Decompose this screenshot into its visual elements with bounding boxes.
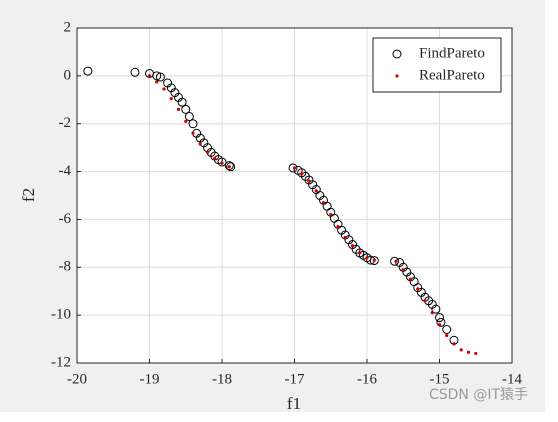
point <box>227 165 231 169</box>
point <box>213 156 217 161</box>
point <box>466 350 471 354</box>
point <box>394 259 398 263</box>
point <box>369 256 379 266</box>
x-tick-label: -20 <box>67 371 87 387</box>
point <box>314 189 318 193</box>
point <box>184 119 188 123</box>
point <box>191 131 195 135</box>
point <box>329 213 333 217</box>
point <box>162 87 166 91</box>
x-tick-label: -18 <box>212 371 232 387</box>
x-tick-label: -16 <box>357 371 377 387</box>
y-tick-label: -2 <box>59 115 72 131</box>
y-tick-label: -8 <box>59 259 72 275</box>
point <box>177 97 187 107</box>
point <box>408 277 413 281</box>
point <box>205 150 210 155</box>
point <box>423 299 427 303</box>
point <box>343 235 347 239</box>
y-tick-label: -4 <box>59 163 72 179</box>
y-tick-label: 0 <box>64 67 72 83</box>
point <box>300 172 304 176</box>
y-tick-label: 2 <box>64 19 72 35</box>
point <box>390 256 400 266</box>
point <box>430 311 434 315</box>
point <box>372 258 376 262</box>
x-tick-label: -14 <box>502 371 522 387</box>
point <box>176 107 181 111</box>
legend-label: FindPareto <box>419 45 485 61</box>
x-tick-label: -15 <box>430 371 450 387</box>
x-axis-label: f1 <box>287 394 301 413</box>
point <box>224 161 234 171</box>
point <box>198 142 202 146</box>
point <box>431 304 441 314</box>
legend-marker <box>392 49 402 59</box>
point <box>401 268 405 272</box>
point <box>442 325 452 334</box>
point <box>147 74 152 78</box>
point <box>321 201 326 205</box>
y-axis-label: f2 <box>19 188 38 202</box>
y-tick-label: -6 <box>59 211 72 227</box>
point <box>181 104 191 114</box>
point <box>445 333 449 338</box>
point <box>292 166 297 170</box>
axes-box <box>76 27 513 364</box>
point <box>474 351 478 356</box>
point <box>83 66 93 76</box>
point <box>358 251 362 255</box>
point <box>437 323 442 327</box>
point <box>436 317 446 327</box>
point <box>416 287 420 291</box>
point <box>336 225 340 229</box>
point <box>459 348 463 352</box>
point <box>435 313 444 323</box>
point <box>365 256 369 260</box>
legend-label: RealPareto <box>419 67 485 83</box>
point <box>155 72 165 82</box>
point <box>350 244 355 248</box>
point <box>184 112 194 122</box>
y-tick-label: -10 <box>51 307 71 323</box>
point <box>307 179 311 183</box>
legend-box <box>372 37 502 93</box>
point <box>169 96 173 101</box>
point <box>220 161 224 165</box>
y-tick-label: -12 <box>51 354 71 370</box>
point <box>188 119 198 129</box>
x-tick-label: -19 <box>140 371 160 387</box>
point <box>288 163 298 173</box>
point <box>130 67 140 77</box>
point <box>226 162 236 172</box>
point <box>155 80 159 84</box>
legend-marker <box>395 74 399 78</box>
x-tick-label: -17 <box>285 371 305 387</box>
watermark: CSDN @IT猿手 <box>429 387 528 403</box>
point <box>217 157 227 167</box>
point <box>452 342 456 346</box>
point <box>152 71 162 81</box>
